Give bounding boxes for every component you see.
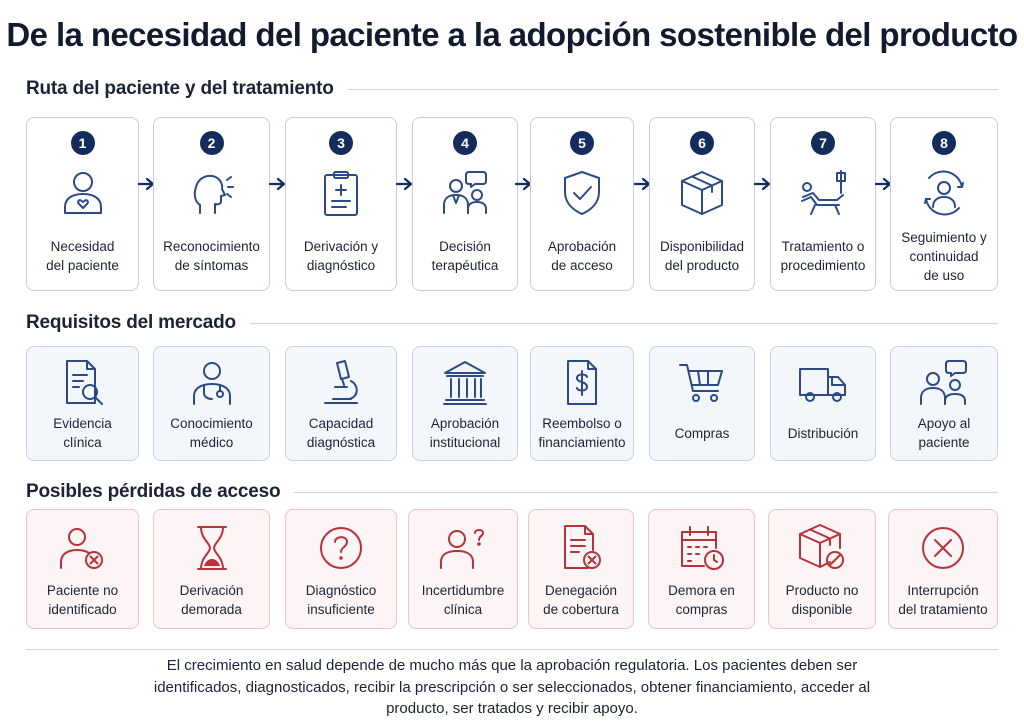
- step-label: Necesidad del paciente: [46, 239, 119, 273]
- divider: [26, 649, 998, 650]
- path-step-card: 8 Seguimiento y continuidad de uso: [890, 117, 998, 291]
- hourglass-icon: [196, 526, 227, 570]
- shopping-cart-icon: [679, 364, 723, 402]
- shield-check-icon: [564, 171, 600, 215]
- patient-heart-icon: [63, 172, 102, 214]
- path-step-card: 7 Tratamiento o procedimiento: [770, 117, 876, 291]
- step-label: Seguimiento y continuidad de uso: [901, 229, 987, 283]
- step-label: Disponibilidad del producto: [659, 239, 745, 273]
- page-title: De la necesidad del paciente a la adopci…: [6, 16, 1018, 53]
- loss-label: Derivación demorada: [179, 583, 244, 617]
- step-label: Derivación y diagnóstico: [303, 239, 379, 273]
- arrow-right-icon: [754, 177, 771, 191]
- document-dollar-icon: [567, 360, 597, 405]
- access-loss-card: Derivación demorada: [153, 509, 270, 629]
- step-label: Tratamiento o procedimiento: [780, 239, 866, 273]
- access-loss-card: Producto no disponible: [768, 509, 876, 629]
- clipboard-medical-icon: [324, 171, 358, 216]
- step-number: 3: [329, 131, 353, 155]
- section-market-requirements: Requisitos del mercado: [26, 312, 998, 334]
- path-step-card: 6 Disponibilidad del producto: [649, 117, 755, 291]
- access-loss-card: Demora en compras: [648, 509, 755, 629]
- step-label: Reconocimiento de síntomas: [163, 239, 260, 273]
- loss-label: Denegación de cobertura: [543, 583, 619, 617]
- divider: [347, 88, 998, 90]
- loss-label: Paciente no identificado: [46, 583, 119, 617]
- path-step-card: 5 Aprobación de acceso: [530, 117, 634, 291]
- market-requirement-card: Reembolso o financiamiento: [530, 346, 634, 461]
- path-step-card: 1 Necesidad del paciente: [26, 117, 139, 291]
- market-requirement-card: Conocimiento médico: [153, 346, 270, 461]
- section-access-losses: Posibles pérdidas de acceso: [26, 481, 998, 503]
- market-requirement-card: Apoyo al paciente: [890, 346, 998, 461]
- access-loss-card: Paciente no identificado: [26, 509, 139, 629]
- market-requirement-card: Compras: [649, 346, 755, 461]
- access-loss-card: Denegación de cobertura: [528, 509, 634, 629]
- arrow-right-icon: [269, 177, 286, 191]
- loss-label: Diagnóstico insuficiente: [305, 583, 377, 617]
- institution-building-icon: [443, 361, 487, 405]
- person-x-icon: [59, 528, 103, 569]
- requirement-label: Distribución: [787, 425, 859, 441]
- box-icon: [681, 171, 723, 215]
- requirement-label: Conocimiento médico: [170, 416, 253, 450]
- divider: [249, 322, 998, 324]
- market-requirement-card: Evidencia clínica: [26, 346, 139, 461]
- step-number: 2: [199, 131, 224, 155]
- document-x-icon: [564, 525, 601, 569]
- document-search-icon: [65, 360, 103, 405]
- section-patient-path: Ruta del paciente y del tratamiento: [26, 78, 998, 100]
- loss-label: Demora en compras: [668, 583, 735, 617]
- microscope-icon: [324, 360, 358, 404]
- delivery-truck-icon: [799, 368, 846, 402]
- step-label: Aprobación de acceso: [547, 239, 617, 273]
- calendar-clock-icon: [680, 526, 724, 570]
- step-label: Decisión terapéutica: [431, 239, 499, 273]
- doctor-stethoscope-icon: [192, 362, 231, 405]
- requirement-label: Apoyo al paciente: [917, 416, 971, 450]
- path-step-card: 3 Derivación y diagnóstico: [285, 117, 397, 291]
- step-number: 5: [570, 131, 594, 155]
- section-title: Ruta del paciente y del tratamiento: [26, 78, 334, 99]
- question-circle-icon: [320, 527, 362, 569]
- market-requirement-card: Aprobación institucional: [412, 346, 518, 461]
- head-symptoms-icon: [193, 174, 234, 214]
- market-requirement-card: Capacidad diagnóstica: [285, 346, 397, 461]
- footer-summary: El crecimiento en salud depende de mucho…: [153, 657, 871, 717]
- step-number: 6: [690, 131, 714, 155]
- person-question-icon: [440, 529, 484, 569]
- path-step-card: 2 Reconocimiento de síntomas: [153, 117, 270, 291]
- loss-label: Interrupción del tratamiento: [898, 583, 988, 617]
- requirement-label: Capacidad diagnóstica: [306, 416, 376, 450]
- access-loss-card: Incertidumbre clínica: [408, 509, 518, 629]
- step-number: 1: [70, 131, 95, 155]
- requirement-label: Aprobación institucional: [429, 416, 501, 450]
- treatment-chair-icon: [801, 170, 846, 215]
- path-step-card: 4 Decisión terapéutica: [412, 117, 518, 291]
- doctor-patient-consult-icon: [443, 171, 487, 214]
- section-title: Posibles pérdidas de acceso: [26, 481, 281, 502]
- requirement-label: Reembolso o financiamiento: [538, 416, 626, 450]
- section-title: Requisitos del mercado: [26, 312, 236, 333]
- step-number: 8: [932, 131, 956, 155]
- box-blocked-icon: [799, 524, 844, 569]
- divider: [294, 491, 998, 493]
- step-number: 7: [811, 131, 835, 155]
- requirement-label: Evidencia clínica: [53, 416, 112, 450]
- people-chat-icon: [920, 360, 967, 405]
- arrow-right-icon: [396, 177, 413, 191]
- access-loss-card: Diagnóstico insuficiente: [285, 509, 397, 629]
- market-requirement-card: Distribución: [770, 346, 876, 461]
- loss-label: Producto no disponible: [785, 583, 859, 617]
- access-loss-card: Interrupción del tratamiento: [888, 509, 998, 629]
- x-circle-icon: [922, 527, 964, 569]
- step-number: 4: [453, 131, 477, 155]
- requirement-label: Compras: [674, 425, 730, 441]
- person-cycle-icon: [924, 170, 964, 216]
- loss-label: Incertidumbre clínica: [421, 583, 505, 617]
